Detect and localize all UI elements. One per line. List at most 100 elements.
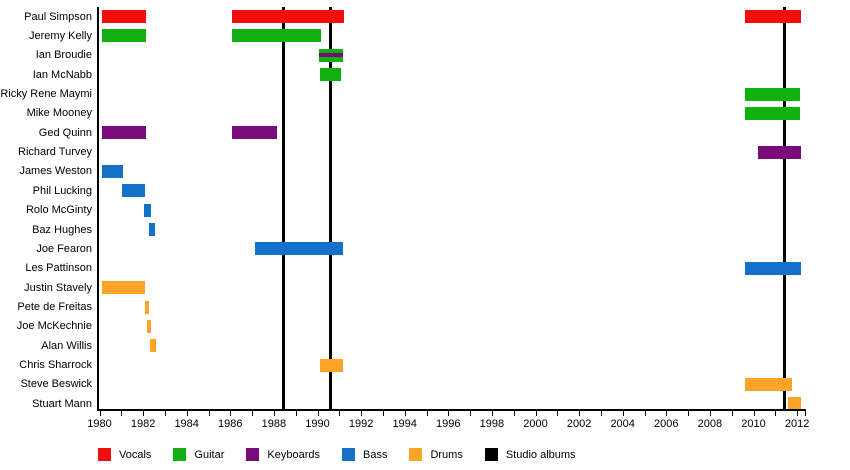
x-axis-tick bbox=[491, 411, 493, 416]
x-axis-tick bbox=[317, 411, 319, 416]
member-label: Stuart Mann bbox=[32, 397, 92, 410]
x-axis-tick bbox=[470, 411, 472, 416]
legend-swatch-albums bbox=[484, 448, 498, 461]
x-axis-tick bbox=[753, 411, 755, 416]
x-axis-tick bbox=[230, 411, 232, 416]
x-axis-tick bbox=[666, 411, 668, 416]
x-axis-tick bbox=[208, 411, 210, 416]
member-label: Ricky Rene Maymi bbox=[0, 88, 92, 101]
x-axis-tick-label: 1990 bbox=[305, 418, 330, 430]
legend-label: Drums bbox=[430, 448, 463, 461]
x-axis-tick bbox=[600, 411, 602, 416]
x-axis-tick-label: 1992 bbox=[348, 418, 374, 430]
x-axis-tick bbox=[426, 411, 428, 416]
x-axis-tick bbox=[382, 411, 384, 416]
member-label: Mike Mooney bbox=[26, 107, 92, 120]
legend-item-keyboards: Keyboards bbox=[246, 448, 320, 461]
member-bar-guitar bbox=[318, 48, 343, 62]
member-bar-drums bbox=[144, 300, 150, 314]
member-label: Paul Simpson bbox=[24, 10, 92, 23]
member-bar-keyboards bbox=[101, 126, 147, 140]
legend-label: Vocals bbox=[119, 448, 152, 461]
member-label: Ian Broudie bbox=[35, 49, 92, 62]
legend-item-drums: Drums bbox=[409, 448, 463, 461]
member-bar-stripe-keyboards bbox=[318, 52, 343, 57]
member-bar-bass bbox=[744, 261, 802, 275]
y-axis-line bbox=[97, 7, 99, 410]
member-bar-drums bbox=[101, 281, 146, 295]
member-bar-guitar bbox=[319, 68, 342, 82]
x-axis-tick bbox=[731, 411, 733, 416]
x-axis-tick-label: 1982 bbox=[130, 418, 156, 430]
legend-swatch-drums bbox=[409, 448, 423, 461]
x-axis-tick-label: 2008 bbox=[697, 418, 723, 430]
legend-item-guitar: Guitar bbox=[173, 448, 224, 461]
x-axis-line bbox=[97, 409, 806, 411]
x-axis-tick bbox=[535, 411, 537, 416]
member-label: Pete de Freitas bbox=[17, 301, 92, 313]
member-label: Baz Hughes bbox=[32, 223, 92, 236]
legend-swatch-bass bbox=[341, 448, 355, 461]
x-axis-tick bbox=[775, 411, 777, 416]
x-axis-tick bbox=[295, 411, 297, 416]
member-label: Phil Lucking bbox=[32, 184, 92, 197]
x-axis-tick bbox=[557, 411, 559, 416]
x-axis-tick bbox=[513, 411, 515, 416]
legend-swatch-vocals bbox=[98, 448, 111, 461]
x-axis-tick-label: 1984 bbox=[174, 418, 199, 430]
member-label: Ged Quinn bbox=[38, 126, 92, 139]
legend-label: Guitar bbox=[194, 448, 225, 461]
member-label: Joe McKechnie bbox=[16, 320, 92, 333]
x-axis-tick-label: 2010 bbox=[741, 418, 766, 430]
member-bar-bass bbox=[101, 164, 124, 178]
x-axis-tick-label: 1980 bbox=[87, 418, 112, 430]
x-axis-tick bbox=[404, 411, 406, 416]
member-bar-drums bbox=[788, 397, 802, 411]
x-axis-tick-label: 2012 bbox=[784, 418, 810, 430]
x-axis-tick bbox=[339, 411, 341, 416]
legend-swatch-guitar bbox=[173, 448, 187, 461]
member-bar-keyboards bbox=[757, 145, 802, 159]
x-axis-tick bbox=[797, 411, 799, 416]
member-bar-drums bbox=[319, 358, 343, 372]
member-bar-bass bbox=[148, 223, 156, 237]
member-bar-guitar bbox=[101, 29, 147, 43]
x-axis-tick-label: 1998 bbox=[479, 418, 505, 430]
member-label: Steve Beswick bbox=[20, 378, 92, 391]
member-label: Justin Stavely bbox=[24, 281, 92, 294]
x-axis-tick bbox=[273, 411, 275, 416]
x-axis-tick-label: 2002 bbox=[566, 418, 592, 430]
legend-item-vocals: Vocals bbox=[98, 448, 151, 461]
member-bar-bass bbox=[122, 184, 146, 198]
legend-label: Bass bbox=[362, 448, 388, 461]
x-axis-tick bbox=[164, 411, 166, 416]
x-axis-tick-label: 2006 bbox=[654, 418, 679, 430]
x-axis-tick-label: 1988 bbox=[261, 418, 287, 430]
x-axis-tick bbox=[121, 411, 123, 416]
x-axis-tick bbox=[622, 411, 624, 416]
legend-label: Keyboards bbox=[267, 448, 320, 461]
legend-item-bass: Bass bbox=[341, 448, 388, 461]
x-axis-tick-label: 1994 bbox=[392, 418, 417, 430]
member-bar-vocals bbox=[744, 10, 802, 24]
x-axis-tick bbox=[143, 411, 145, 416]
legend-swatch-keyboards bbox=[246, 448, 260, 461]
x-axis-tick-label: 1986 bbox=[218, 418, 243, 430]
member-bar-bass bbox=[144, 203, 151, 217]
member-label: Alan Willis bbox=[41, 339, 92, 352]
member-bar-drums bbox=[147, 319, 152, 333]
member-label: Chris Sharrock bbox=[19, 359, 92, 372]
member-bar-drums bbox=[744, 377, 792, 391]
member-bar-guitar bbox=[744, 106, 801, 120]
x-axis-tick bbox=[579, 411, 581, 416]
x-axis-end-tick bbox=[804, 411, 806, 416]
x-axis-tick bbox=[186, 411, 188, 416]
member-label: James Weston bbox=[19, 165, 92, 178]
studio-album-line bbox=[782, 7, 786, 410]
x-axis-tick-label: 2004 bbox=[610, 418, 635, 430]
x-axis-tick bbox=[448, 411, 450, 416]
x-axis-tick-label: 2000 bbox=[523, 418, 548, 430]
x-axis-tick bbox=[644, 411, 646, 416]
member-label: Les Pattinson bbox=[25, 262, 92, 275]
